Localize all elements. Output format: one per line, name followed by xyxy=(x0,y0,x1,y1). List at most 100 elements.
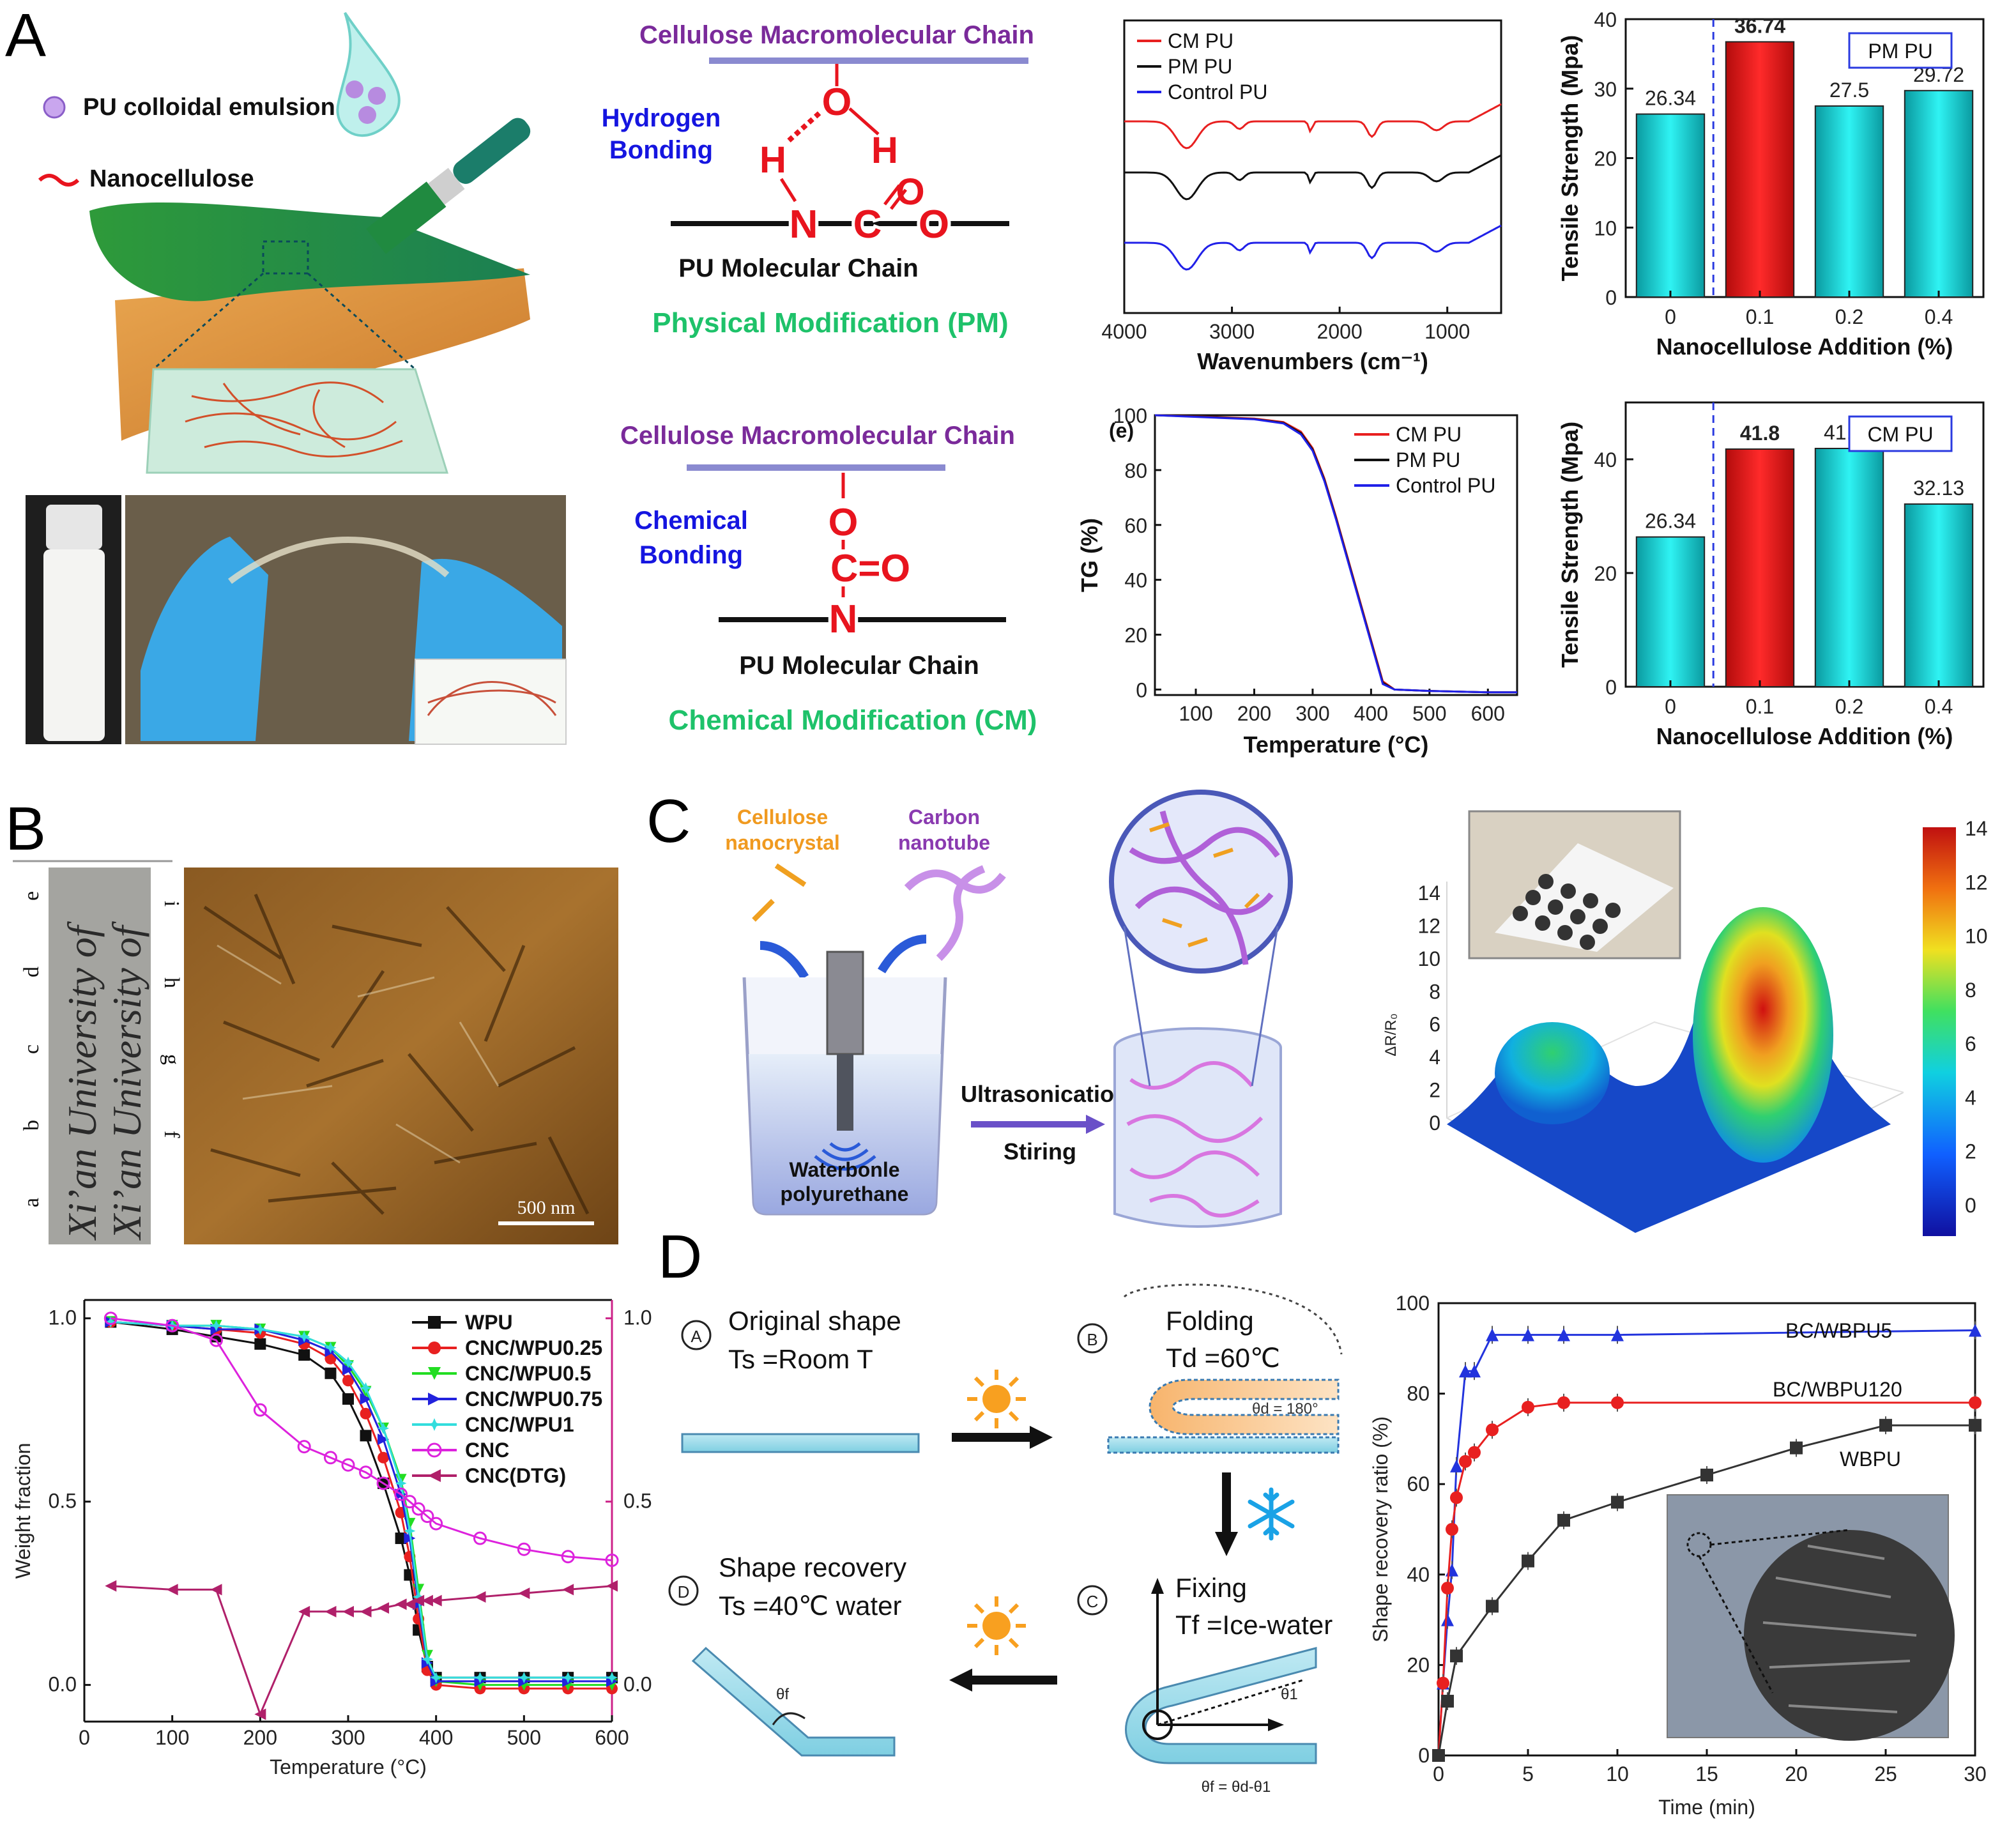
data-point xyxy=(378,1422,390,1434)
data-point xyxy=(325,1605,337,1617)
step-a-badge xyxy=(681,1320,712,1350)
data-point xyxy=(341,1458,355,1472)
original-strip xyxy=(681,1433,920,1453)
composite-network xyxy=(1126,1061,1264,1218)
legend-label: CM PU xyxy=(1396,423,1462,446)
sem-inset xyxy=(1667,1494,1955,1741)
panel-b-photos: a b c d e Xi’an University of Xi’an Univ… xyxy=(13,860,618,1244)
data-point xyxy=(404,1533,416,1545)
data-point xyxy=(1879,1419,1892,1432)
heat-sun-icon xyxy=(967,1370,1026,1428)
bar-value-label: 26.34 xyxy=(1645,510,1696,533)
pm-scheme: Cellulose Macromolecular Chain O H H O N… xyxy=(602,21,1034,339)
fixed-strip xyxy=(1125,1647,1317,1764)
recovery-series-line xyxy=(1437,1329,1976,1756)
data-point xyxy=(105,1580,117,1592)
data-point xyxy=(103,1311,118,1326)
beaker-label-2: polyurethane xyxy=(781,1182,909,1205)
paintbrush-icon xyxy=(366,118,531,254)
colorbar-tick-label: 2 xyxy=(1965,1140,1976,1163)
film-cross-section xyxy=(146,368,449,474)
add-arrow-left-icon xyxy=(760,941,809,980)
data-point xyxy=(1611,1396,1624,1409)
legend-label: WPU xyxy=(465,1311,513,1334)
cm-atom-co: C=O xyxy=(830,547,910,590)
cm-title: Chemical Modification (CM) xyxy=(669,705,1037,736)
ftir-series-line xyxy=(1124,103,1502,149)
data-point xyxy=(210,1584,222,1596)
y-tick-label: 30 xyxy=(1594,78,1617,101)
pm-top-chain-label: Cellulose Macromolecular Chain xyxy=(639,21,1034,49)
x-tick-label: 500 xyxy=(507,1726,541,1749)
tga-cnc-chart: 0 100 200 300 400 500 600 0.0 0.5 1.0 0.0 0.5 1.0 Wei… xyxy=(11,1299,652,1778)
svg-text:h: h xyxy=(160,977,183,988)
legend-marker xyxy=(428,1316,441,1329)
tga-pu-chart: 100 200 300 400 500 600 0 20 40 60 80 100 TG (%) Temp… xyxy=(1076,404,1518,758)
x-axis-title: Time (min) xyxy=(1658,1796,1755,1819)
x-tick-label: 500 xyxy=(1412,702,1446,725)
recovered-strip xyxy=(691,1646,896,1757)
atom-o-ester: O xyxy=(919,203,949,247)
shape-memory-scheme: A Original shape Ts =Room T B Folding Td… xyxy=(668,1283,1343,1796)
data-point xyxy=(1446,1563,1458,1577)
nanocellulose-fiber-icon xyxy=(38,174,80,187)
x-tick-label: 2000 xyxy=(1317,320,1363,343)
x-tick-label: 3000 xyxy=(1209,320,1255,343)
legend-marker xyxy=(428,1393,441,1405)
data-point xyxy=(1468,1365,1481,1378)
ftir-series-line xyxy=(1124,224,1502,271)
x-tick-label: 0.2 xyxy=(1835,695,1863,718)
data-point xyxy=(1557,1513,1570,1527)
x-axis-title: Temperature (°C) xyxy=(270,1755,427,1778)
data-point xyxy=(210,1333,223,1347)
z-tick-label: 4 xyxy=(1429,1046,1440,1069)
legend-label: Control PU xyxy=(1168,80,1268,103)
y-tick-label: 60 xyxy=(1407,1472,1430,1495)
data-point xyxy=(342,1393,354,1405)
data-point xyxy=(1969,1396,1982,1409)
y-tick-label: 0.5 xyxy=(49,1490,77,1513)
data-point xyxy=(395,1598,407,1610)
tensile-cm-chart: 0 20 40 Tensile Strength (Mpa) Nanocellulose… xyxy=(1557,401,1985,749)
z-tick-label: 14 xyxy=(1417,882,1440,905)
y-tick-label: 40 xyxy=(1124,569,1147,592)
data-point xyxy=(360,1382,372,1394)
data-point xyxy=(298,1605,310,1617)
data-point xyxy=(413,1591,425,1603)
pm-bond-label-2: Bonding xyxy=(609,136,713,164)
data-point xyxy=(360,1393,372,1405)
bar xyxy=(1635,113,1706,298)
colorbar-tick-label: 10 xyxy=(1965,925,1988,948)
y-tick-label: 1.0 xyxy=(49,1306,77,1329)
colorbar-tick-label: 0 xyxy=(1965,1194,1976,1217)
y-tick-label: 0 xyxy=(1605,286,1617,309)
svg-text:b: b xyxy=(20,1120,43,1131)
legend-nanocellulose-label: Nanocellulose xyxy=(89,165,254,192)
x-tick-label: 0 xyxy=(1665,305,1676,328)
data-point xyxy=(376,1476,390,1490)
tga-cnc-series-line xyxy=(111,1320,612,1690)
step-ultrasonication: Ultrasonication xyxy=(961,1081,1128,1107)
data-point xyxy=(606,1580,618,1592)
data-point xyxy=(1450,1491,1463,1504)
data-point xyxy=(404,1598,416,1610)
data-point xyxy=(1486,1423,1499,1437)
data-point xyxy=(1446,1523,1458,1536)
data-point xyxy=(411,1502,425,1516)
data-point xyxy=(517,1542,531,1556)
gloved-hand-left xyxy=(141,537,268,741)
data-point xyxy=(323,1451,337,1465)
data-point xyxy=(210,1320,222,1332)
data-point xyxy=(378,1451,390,1464)
data-point xyxy=(474,1591,486,1603)
coated-film xyxy=(89,203,530,302)
data-point xyxy=(1437,1676,1449,1690)
data-point xyxy=(1522,1328,1534,1342)
svg-text:f: f xyxy=(160,1131,183,1138)
panel-c-schematic: Cellulose nanocrystal Carbon nanotube Wa… xyxy=(725,790,1293,1228)
step-a-condition: Ts =Room T xyxy=(728,1344,873,1374)
data-point xyxy=(395,1533,407,1545)
colorbar-tick-label: 4 xyxy=(1965,1086,1976,1109)
data-point xyxy=(165,1319,179,1333)
